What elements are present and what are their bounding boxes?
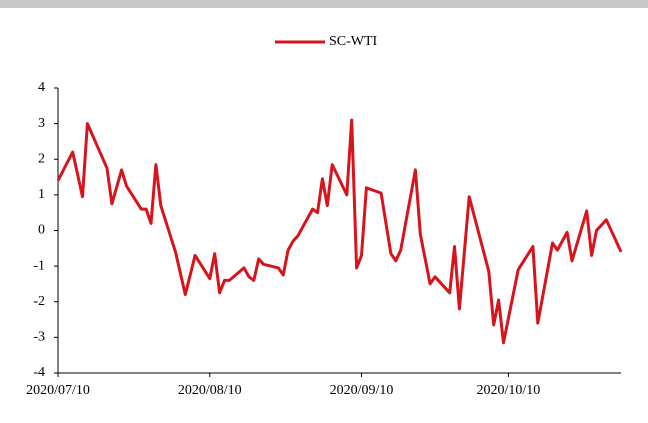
series-line [56,118,623,345]
legend-label: SC-WTI [329,34,378,49]
y-tick-label: -1 [33,258,45,273]
y-tick-label: 1 [38,187,45,202]
y-tick-label: -3 [33,330,45,345]
x-tick-label: 2020/09/10 [330,383,394,398]
y-tick-label: -4 [33,365,45,380]
y-tick-label: 0 [38,223,45,238]
x-tick-label: 2020/08/10 [178,383,242,398]
y-tick-label: 3 [38,116,45,131]
y-tick-label: -2 [33,294,45,309]
y-tick-label: 2 [38,151,45,166]
x-tick-label: 2020/07/10 [26,383,90,398]
top-bar [0,0,648,8]
x-tick-label: 2020/10/10 [477,383,541,398]
y-tick-label: 4 [38,80,45,95]
